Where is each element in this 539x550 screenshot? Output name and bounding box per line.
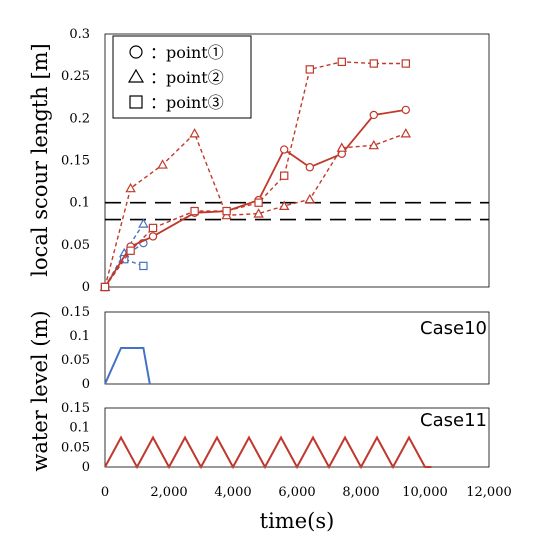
legend-label-point-1: ：point① (150, 43, 224, 62)
square-marker (222, 206, 231, 216)
main-y-tick-label: 0.05 (61, 238, 90, 253)
triangle-marker (157, 159, 168, 169)
x-tick-label: 2,000 (150, 485, 187, 500)
series-line (104, 61, 406, 288)
square-marker (401, 59, 411, 68)
triangle-marker (336, 142, 348, 152)
triangle-marker (253, 208, 264, 218)
legend-label-point-3: ：point③ (150, 93, 224, 112)
legend-box (112, 35, 252, 119)
main-y-axis-label: local scour length [m] (28, 43, 52, 277)
circle-marker (369, 110, 378, 120)
main-y-tick-label: 0.2 (69, 111, 90, 126)
square-marker (148, 223, 158, 233)
square-marker (369, 59, 379, 68)
legend-circle-marker (129, 45, 143, 59)
water-level-y-tick-label: 0.15 (61, 305, 90, 320)
main-plot-frame (104, 33, 490, 288)
water-level-y-tick-label: 0.1 (69, 329, 90, 344)
scour-series (99, 57, 412, 292)
series-case11-point-1 (100, 105, 410, 292)
series-case11-point-2 (99, 128, 412, 291)
square-marker (280, 171, 289, 180)
triangle-marker (368, 139, 380, 150)
case10-water-level-panel: 0 0.05 0.1 0.15 Case10 (61, 305, 490, 392)
water-level-y-tick-label: 0.05 (61, 353, 90, 368)
case11-series (104, 435, 432, 470)
triangle-marker (125, 182, 136, 193)
legend-entry-point-1: ：point① (129, 43, 224, 62)
water-level-y-axis-label: water level (m) (28, 310, 52, 471)
legend-label-point-2: ：point② (150, 68, 224, 87)
main-y-tick-label: 0.1 (69, 196, 90, 211)
square-marker (139, 261, 148, 271)
case11-water-level-panel: 0 0.05 0.1 0.15 Case11 (61, 401, 490, 475)
main-y-tick-label: 0.15 (61, 154, 90, 169)
main-y-ticks: 0 0.05 0.1 0.15 0.2 0.25 0.3 (61, 27, 90, 295)
water-level-y-tick-label: 0 (82, 460, 90, 475)
x-axis-label: time(s) (260, 509, 335, 533)
x-tick-label: 6,000 (278, 485, 315, 500)
square-marker (305, 65, 315, 74)
circle-marker (148, 232, 158, 241)
circle-marker (401, 105, 410, 115)
square-marker (126, 246, 135, 255)
case10-label: Case10 (420, 318, 487, 339)
circle-marker (280, 145, 289, 154)
case10-plot-frame (104, 311, 490, 385)
water-level-line (104, 435, 432, 470)
reference-lines (105, 201, 489, 221)
square-marker (254, 198, 263, 207)
triangle-marker (138, 218, 149, 228)
x-tick-label: 10,000 (402, 485, 448, 500)
water-level-y-tick-label: 0 (82, 377, 90, 392)
case10-y-ticks: 0 0.05 0.1 0.15 (61, 305, 90, 392)
triangle-marker (304, 193, 316, 204)
water-level-y-tick-label: 0.15 (61, 401, 90, 416)
x-tick-label: 4,000 (214, 485, 251, 500)
main-y-tick-label: 0.3 (69, 27, 90, 42)
square-marker (100, 282, 110, 292)
water-level-line (104, 347, 151, 385)
square-marker (337, 57, 347, 67)
x-tick-label: 8,000 (342, 485, 379, 500)
case11-label: Case11 (420, 410, 487, 431)
x-ticks: 0 2,000 4,000 6,000 8,000 10,000 12,000 (101, 485, 512, 500)
legend-entry-point-2: ：point② (127, 68, 224, 87)
main-y-tick-label: 0.25 (61, 69, 90, 84)
case11-y-ticks: 0 0.05 0.1 0.15 (61, 401, 90, 475)
series-case11-point-3 (100, 57, 411, 292)
legend-entry-point-3: ：point③ (129, 93, 224, 112)
triangle-marker (189, 128, 200, 138)
triangle-marker (400, 128, 412, 138)
water-level-y-tick-label: 0.05 (61, 440, 90, 455)
main-y-tick-label: 0 (82, 280, 90, 295)
water-level-y-tick-label: 0.1 (69, 421, 90, 436)
x-tick-label: 0 (101, 485, 109, 500)
x-tick-label: 12,000 (466, 485, 512, 500)
legend-triangle-marker (127, 68, 145, 83)
scour-length-panel: 0 0.05 0.1 0.15 0.2 0.25 0.3 local scour lengt… (28, 27, 490, 295)
square-marker (190, 206, 199, 216)
circle-marker (305, 163, 314, 172)
triangle-marker (278, 200, 290, 210)
series-line (104, 132, 407, 288)
case10-series (104, 347, 151, 385)
legend-square-marker (129, 95, 143, 109)
legend: ：point① ：point② ：point③ (112, 35, 252, 119)
